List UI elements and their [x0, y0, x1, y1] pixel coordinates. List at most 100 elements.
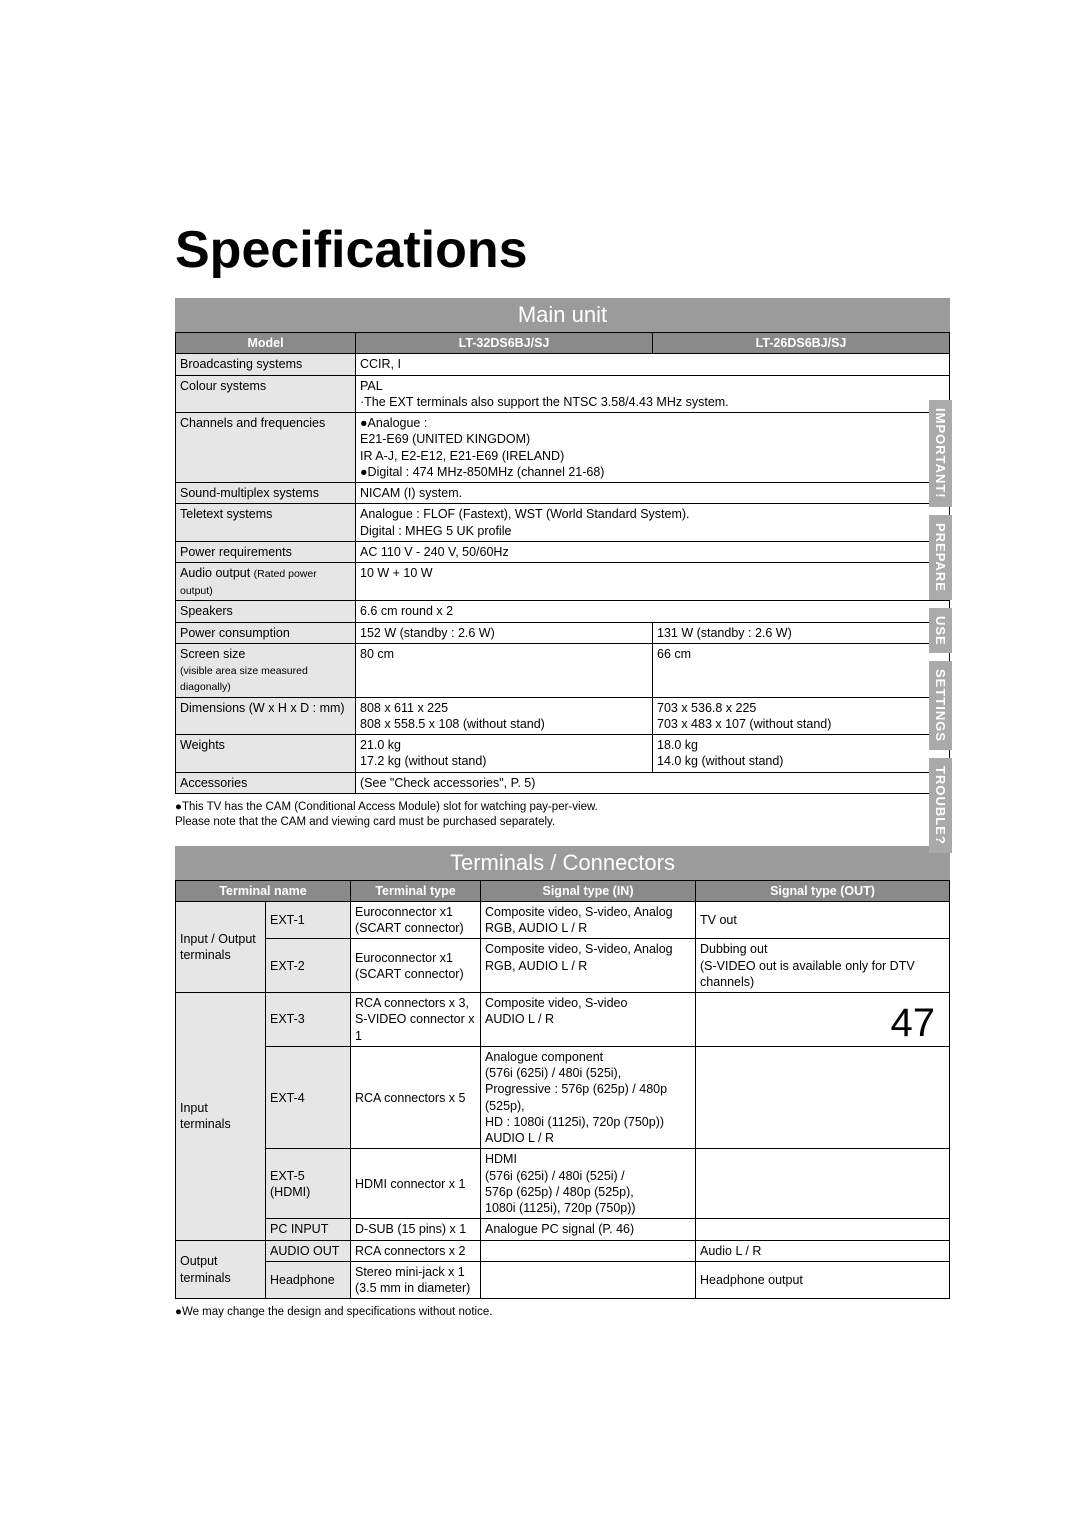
table-row: Screen size(visible area size measured d… [176, 643, 950, 697]
terminal-name: EXT-3 [266, 993, 351, 1047]
row-value-2: 66 cm [653, 643, 950, 697]
row-label: Accessories [176, 772, 356, 793]
row-label: Audio output (Rated power output) [176, 563, 356, 601]
row-label: Channels and frequencies [176, 413, 356, 483]
signal-in: Composite video, S-video, Analog RGB, AU… [481, 901, 696, 939]
terminal-type: RCA connectors x 3,S-VIDEO connector x 1 [351, 993, 481, 1047]
main-unit-note: ●This TV has the CAM (Conditional Access… [175, 800, 950, 830]
table-row: Power consumption152 W (standby : 2.6 W)… [176, 622, 950, 643]
table-row: Speakers6.6 cm round x 2 [176, 601, 950, 622]
signal-in: Composite video, S-videoAUDIO L / R [481, 993, 696, 1047]
signal-in: HDMI(576i (625i) / 480i (525i) /576p (62… [481, 1149, 696, 1219]
row-value-1: 808 x 611 x 225808 x 558.5 x 108 (withou… [356, 697, 653, 735]
row-value: 6.6 cm round x 2 [356, 601, 950, 622]
terminal-type: Euroconnector x1 (SCART connector) [351, 939, 481, 993]
row-value-1: 80 cm [356, 643, 653, 697]
terminal-type: Stereo mini-jack x 1 (3.5 mm in diameter… [351, 1261, 481, 1299]
row-label: Dimensions (W x H x D : mm) [176, 697, 356, 735]
table-row: Dimensions (W x H x D : mm)808 x 611 x 2… [176, 697, 950, 735]
row-label: Colour systems [176, 375, 356, 413]
main-unit-body: Broadcasting systemsCCIR, IColour system… [176, 354, 950, 794]
side-tabs: IMPORTANT! PREPARE USE SETTINGS TROUBLE? [929, 400, 952, 861]
signal-out [696, 1219, 950, 1240]
table-row: Accessories(See "Check accessories", P. … [176, 772, 950, 793]
tab-prepare: PREPARE [929, 515, 952, 600]
table-row: Input / Output terminalsEXT-1Euroconnect… [176, 901, 950, 939]
page-title: Specifications [175, 220, 950, 280]
terminal-type: D-SUB (15 pins) x 1 [351, 1219, 481, 1240]
terminal-name: AUDIO OUT [266, 1240, 351, 1261]
terminal-name: Headphone [266, 1261, 351, 1299]
table-row: Colour systemsPAL·The EXT terminals also… [176, 375, 950, 413]
table-row: Input terminalsEXT-3RCA connectors x 3,S… [176, 993, 950, 1047]
signal-out: TV out [696, 901, 950, 939]
table-head: Terminal name Terminal type Signal type … [176, 880, 950, 901]
tab-use: USE [929, 608, 952, 654]
table-row: Output terminalsAUDIO OUTRCA connectors … [176, 1240, 950, 1261]
table-row: Power requirementsAC 110 V - 240 V, 50/6… [176, 541, 950, 562]
table-row: Sound-multiplex systemsNICAM (I) system. [176, 483, 950, 504]
main-unit-table: Model LT-32DS6BJ/SJ LT-26DS6BJ/SJ Broadc… [175, 332, 950, 794]
signal-in: Analogue component(576i (625i) / 480i (5… [481, 1046, 696, 1149]
row-value: NICAM (I) system. [356, 483, 950, 504]
row-value: ●Analogue : E21-E69 (UNITED KINGDOM) IR … [356, 413, 950, 483]
table-row: Weights21.0 kg17.2 kg (without stand)18.… [176, 735, 950, 773]
main-unit-heading: Main unit [175, 298, 950, 332]
row-label: Sound-multiplex systems [176, 483, 356, 504]
terminals-heading: Terminals / Connectors [175, 846, 950, 880]
terminals-table: Terminal name Terminal type Signal type … [175, 880, 950, 1300]
col-model: Model [176, 333, 356, 354]
table-row: HeadphoneStereo mini-jack x 1 (3.5 mm in… [176, 1261, 950, 1299]
group-label: Output terminals [176, 1240, 266, 1299]
signal-out: Headphone output [696, 1261, 950, 1299]
terminals-body: Input / Output terminalsEXT-1Euroconnect… [176, 901, 950, 1299]
row-label: Weights [176, 735, 356, 773]
row-label: Teletext systems [176, 504, 356, 542]
table-row: EXT-4RCA connectors x 5Analogue componen… [176, 1046, 950, 1149]
row-value: AC 110 V - 240 V, 50/60Hz [356, 541, 950, 562]
col-m1: LT-32DS6BJ/SJ [356, 333, 653, 354]
row-value-2: 131 W (standby : 2.6 W) [653, 622, 950, 643]
col-m2: LT-26DS6BJ/SJ [653, 333, 950, 354]
row-label: Screen size(visible area size measured d… [176, 643, 356, 697]
signal-in [481, 1261, 696, 1299]
terminal-type: Euroconnector x1 (SCART connector) [351, 901, 481, 939]
col-term-name: Terminal name [176, 880, 351, 901]
tab-settings: SETTINGS [929, 661, 952, 750]
table-row: Audio output (Rated power output)10 W + … [176, 563, 950, 601]
table-row: PC INPUTD-SUB (15 pins) x 1Analogue PC s… [176, 1219, 950, 1240]
row-label: Power consumption [176, 622, 356, 643]
terminal-name: PC INPUT [266, 1219, 351, 1240]
row-label: Power requirements [176, 541, 356, 562]
row-label: Broadcasting systems [176, 354, 356, 375]
signal-in [481, 1240, 696, 1261]
row-label: Speakers [176, 601, 356, 622]
signal-out: Dubbing out(S-VIDEO out is available onl… [696, 939, 950, 993]
terminals-footnote: ●We may change the design and specificat… [175, 1305, 950, 1320]
terminal-name: EXT-2 [266, 939, 351, 993]
table-row: EXT-5 (HDMI)HDMI connector x 1HDMI(576i … [176, 1149, 950, 1219]
tab-trouble: TROUBLE? [929, 758, 952, 853]
signal-out [696, 1149, 950, 1219]
table-head: Model LT-32DS6BJ/SJ LT-26DS6BJ/SJ [176, 333, 950, 354]
signal-out: Audio L / R [696, 1240, 950, 1261]
terminal-name: EXT-4 [266, 1046, 351, 1149]
row-value-2: 703 x 536.8 x 225703 x 483 x 107 (withou… [653, 697, 950, 735]
group-label: Input terminals [176, 993, 266, 1241]
row-value: CCIR, I [356, 354, 950, 375]
page: Specifications Main unit Model LT-32DS6B… [0, 0, 1080, 1376]
table-row: Teletext systemsAnalogue : FLOF (Fastext… [176, 504, 950, 542]
row-value: PAL·The EXT terminals also support the N… [356, 375, 950, 413]
group-label: Input / Output terminals [176, 901, 266, 992]
signal-in: Analogue PC signal (P. 46) [481, 1219, 696, 1240]
signal-in: Composite video, S-video, Analog RGB, AU… [481, 939, 696, 993]
col-sig-in: Signal type (IN) [481, 880, 696, 901]
page-number: 47 [891, 1001, 936, 1046]
row-value: (See "Check accessories", P. 5) [356, 772, 950, 793]
table-row: EXT-2Euroconnector x1 (SCART connector)C… [176, 939, 950, 993]
table-row: Broadcasting systemsCCIR, I [176, 354, 950, 375]
signal-out [696, 1046, 950, 1149]
col-sig-out: Signal type (OUT) [696, 880, 950, 901]
terminal-type: RCA connectors x 5 [351, 1046, 481, 1149]
terminal-name: EXT-1 [266, 901, 351, 939]
